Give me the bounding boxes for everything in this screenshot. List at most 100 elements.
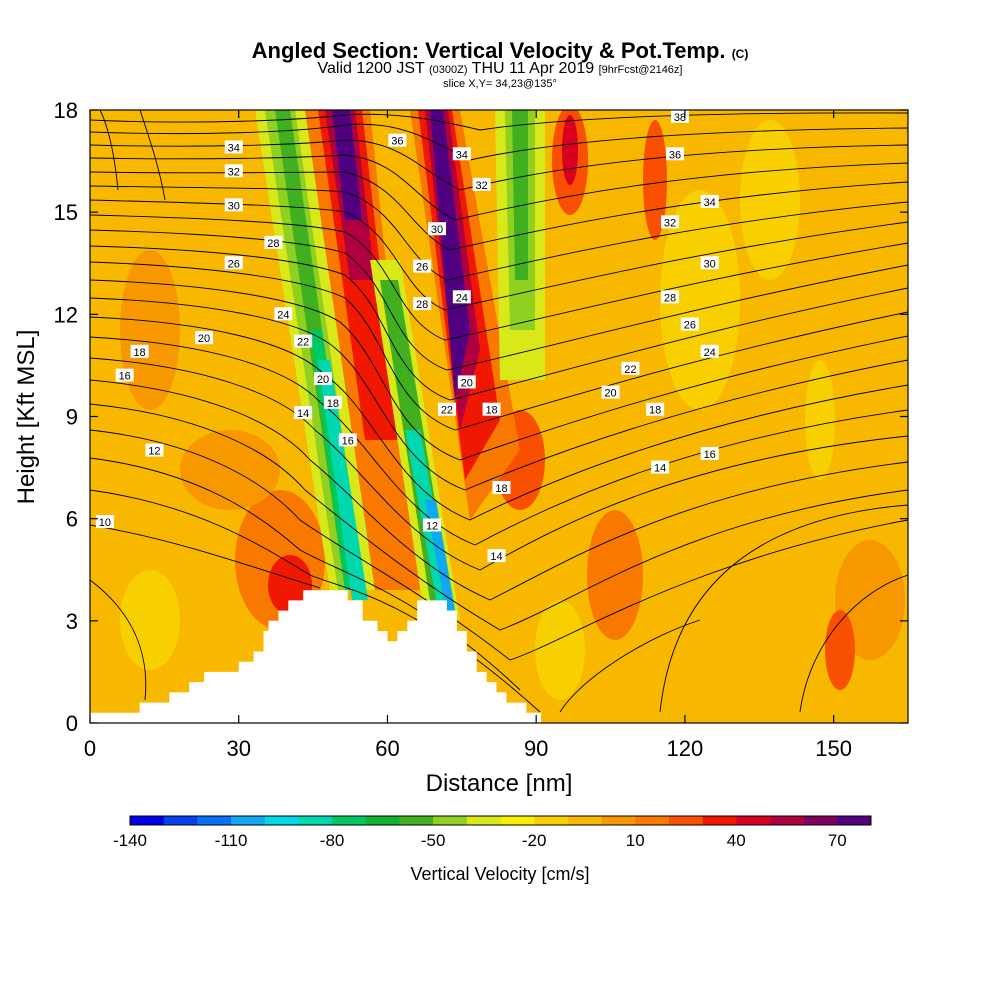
contour-label-bg — [145, 443, 164, 457]
contour-label-text: 26 — [416, 262, 428, 274]
colorbar-swatch — [500, 816, 535, 825]
contour-label-text: 18 — [485, 405, 497, 417]
velocity-patch — [805, 360, 835, 480]
contour-label-bg — [294, 406, 313, 420]
contour-label-bg — [661, 290, 680, 304]
contour-label-text: 14 — [654, 463, 666, 475]
contour-label-text: 18 — [133, 347, 145, 359]
contour-label: 26 — [224, 256, 243, 270]
contour-label-bg — [264, 235, 283, 249]
x-tick-label: 90 — [524, 736, 548, 761]
contour-label-bg — [601, 385, 620, 399]
colorbar-swatch — [399, 816, 434, 825]
contour-label-text: 34 — [704, 197, 716, 209]
colorbar-swatch — [635, 816, 670, 825]
contour-label-bg — [651, 460, 670, 474]
contour-label-bg — [457, 375, 476, 389]
contour-label: 22 — [294, 334, 313, 349]
colorbar-swatch — [365, 816, 400, 825]
chart-title: Angled Section: Vertical Velocity & Pot.… — [0, 38, 1000, 64]
y-tick-label: 0 — [66, 711, 78, 736]
colorbar-swatch — [197, 816, 232, 825]
contour-label-text: 22 — [624, 364, 636, 376]
contour-label: 32 — [661, 215, 680, 229]
contour-label: 28 — [264, 235, 283, 250]
colorbar-swatch — [702, 816, 737, 825]
contour-label-text: 26 — [228, 258, 240, 270]
colorbar-tick-label: 40 — [727, 831, 746, 850]
colorbar-tick-label: -110 — [215, 831, 248, 850]
contour-label-bg — [472, 177, 491, 191]
chart-slice-info: slice X,Y= 34,23@135° — [443, 78, 557, 90]
contour-label: 14 — [294, 406, 313, 420]
colorbar-tick-label: -80 — [320, 831, 345, 850]
contour-label-text: 28 — [416, 299, 428, 311]
contour-label-text: 18 — [327, 398, 339, 410]
contour-label-text: 32 — [228, 166, 240, 178]
contour-label-bg — [388, 133, 407, 147]
contour-label: 20 — [457, 375, 476, 389]
velocity-band — [332, 110, 362, 220]
y-tick-label: 12 — [54, 302, 78, 327]
contour-label-bg — [115, 368, 134, 382]
contour-label-text: 30 — [704, 258, 716, 270]
contour-label-text: 12 — [148, 446, 160, 458]
contour-label-text: 22 — [297, 337, 309, 349]
contour-label: 26 — [680, 317, 699, 332]
contour-label-text: 22 — [441, 405, 453, 417]
contour-label: 20 — [195, 331, 214, 345]
colorbar-swatch — [264, 816, 299, 825]
contour-label-text: 14 — [490, 551, 502, 563]
contour-label: 24 — [274, 307, 293, 321]
contour-label-text: 32 — [664, 217, 676, 229]
contour-label: 20 — [601, 385, 620, 400]
chart-title-suffix: (C) — [731, 47, 749, 61]
colorbar-swatch — [736, 816, 771, 825]
contour-lines — [90, 110, 908, 713]
colorbar-swatch — [298, 816, 333, 825]
contour-label: 24 — [700, 344, 719, 359]
y-axis-label: Height [Kft MSL] — [13, 330, 40, 505]
contour-label-bg — [680, 317, 699, 331]
colorbar-swatch — [534, 816, 569, 825]
velocity-patch — [740, 120, 800, 280]
contour-label-text: 24 — [277, 309, 289, 321]
subtitle-valid: Valid 1200 JST — [317, 60, 425, 77]
subtitle-date: THU 11 Apr 2019 — [471, 60, 595, 77]
contour-label-bg — [274, 307, 293, 321]
x-tick-label: 30 — [226, 736, 250, 761]
contour-label: 14 — [487, 549, 506, 563]
y-tick-label: 18 — [54, 98, 78, 123]
contour-label-bg — [314, 372, 333, 386]
contour-label: 18 — [492, 481, 511, 495]
x-tick-label: 0 — [84, 736, 96, 761]
colorbar-swatch — [433, 816, 468, 825]
colorbar-tick-label: 70 — [828, 831, 847, 850]
contour-label: 36 — [388, 133, 407, 148]
x-tick-label: 60 — [375, 736, 399, 761]
contour-label: 38 — [670, 109, 689, 124]
colorbar-swatch — [567, 816, 603, 825]
contour-label-bg — [413, 259, 432, 273]
colorbar-swatch — [130, 816, 165, 825]
contour-label-text: 36 — [391, 136, 403, 148]
contour-label: 18 — [323, 395, 342, 410]
contour-label: 24 — [452, 290, 471, 304]
contour-label-text: 20 — [604, 388, 616, 400]
contour-label-text: 28 — [664, 292, 676, 304]
contour-label-bg — [646, 402, 665, 416]
contour-label-bg — [621, 361, 640, 375]
contour-label-bg — [224, 256, 243, 270]
contour-label-text: 14 — [297, 408, 309, 420]
velocity-band — [512, 110, 528, 280]
contour-label: 16 — [700, 446, 719, 461]
x-axis-label: Distance [nm] — [426, 770, 573, 797]
chart-subtitle: Valid 1200 JST (0300Z) THU 11 Apr 2019 [… — [0, 60, 1000, 78]
contour-label: 22 — [621, 361, 640, 376]
contour-label: 10 — [95, 515, 114, 529]
contour-label-text: 24 — [704, 347, 716, 359]
y-tick-label: 3 — [66, 609, 78, 634]
contour-label-bg — [130, 344, 149, 358]
contour-label: 18 — [482, 402, 501, 417]
